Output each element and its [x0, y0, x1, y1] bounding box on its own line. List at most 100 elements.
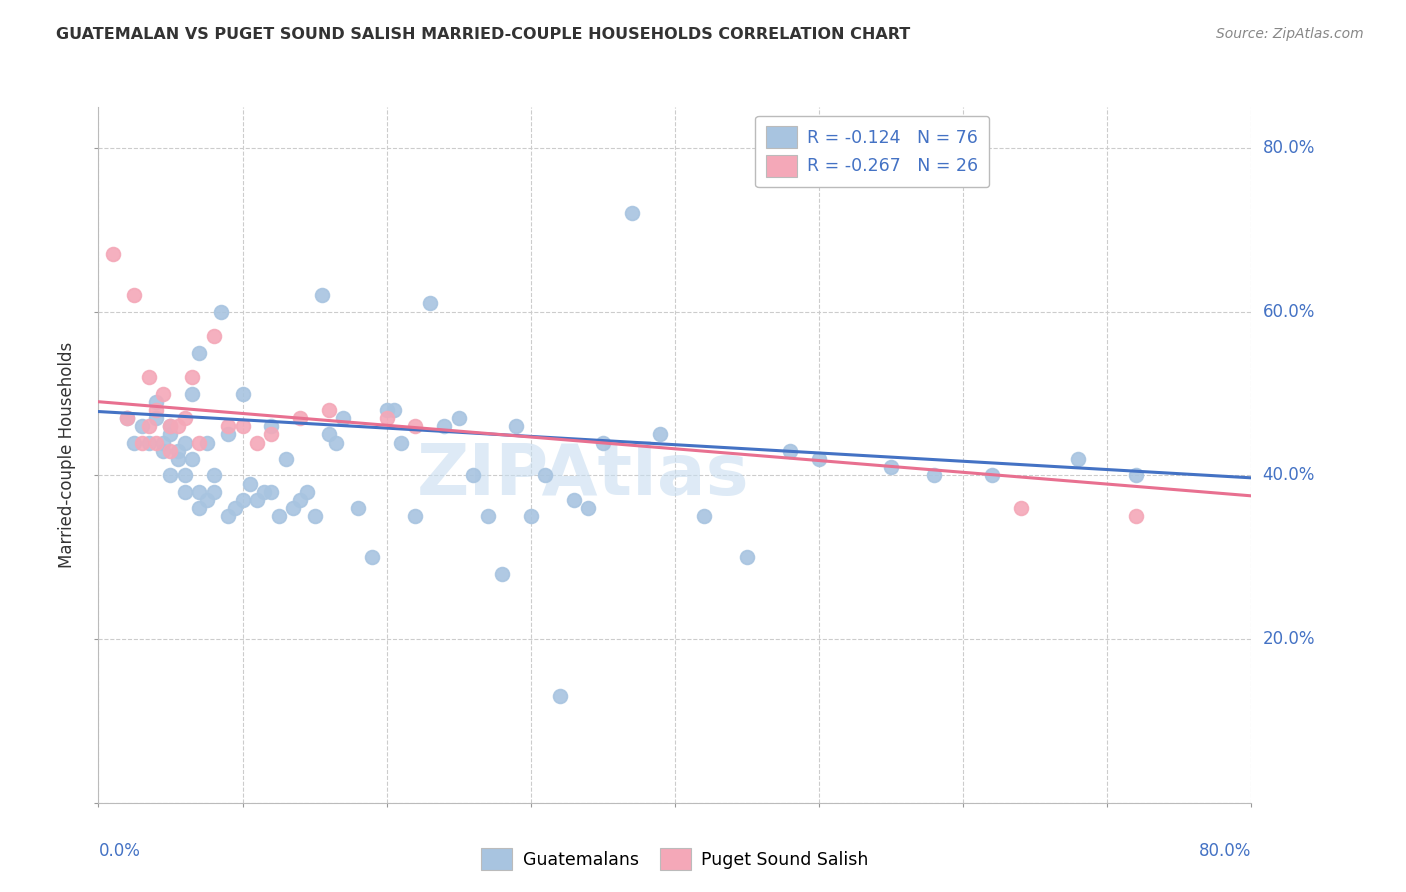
Point: [188, 484, 211, 499]
Point: [325, 435, 347, 450]
Point: [281, 501, 304, 516]
Point: [159, 443, 181, 458]
Point: [981, 468, 1004, 483]
Point: [166, 443, 188, 458]
Point: [318, 427, 340, 442]
Point: [1010, 501, 1032, 516]
Point: [375, 403, 398, 417]
Point: [131, 435, 153, 450]
Point: [405, 509, 427, 524]
Point: [174, 435, 197, 450]
Point: [290, 411, 312, 425]
Point: [138, 435, 160, 450]
Point: [202, 484, 225, 499]
Point: [562, 492, 585, 507]
Point: [447, 411, 470, 425]
Text: 80.0%: 80.0%: [1199, 842, 1251, 860]
Point: [217, 509, 239, 524]
Point: [461, 468, 484, 483]
Point: [159, 427, 181, 442]
Point: [1067, 452, 1090, 467]
Point: [152, 443, 174, 458]
Point: [332, 411, 354, 425]
Point: [260, 419, 283, 434]
Point: [389, 435, 412, 450]
Point: [520, 509, 543, 524]
Point: [202, 329, 225, 343]
Point: [159, 419, 181, 434]
Point: [505, 419, 527, 434]
Y-axis label: Married-couple Households: Married-couple Households: [58, 342, 76, 568]
Point: [382, 403, 405, 417]
Point: [246, 492, 269, 507]
Point: [145, 403, 167, 417]
Point: [304, 509, 326, 524]
Point: [152, 386, 174, 401]
Text: Source: ZipAtlas.com: Source: ZipAtlas.com: [1216, 27, 1364, 41]
Point: [246, 435, 269, 450]
Point: [693, 509, 716, 524]
Point: [318, 403, 340, 417]
Point: [145, 411, 167, 425]
Point: [650, 427, 672, 442]
Point: [779, 443, 801, 458]
Point: [578, 501, 600, 516]
Legend: Guatemalans, Puget Sound Salish: Guatemalans, Puget Sound Salish: [472, 839, 877, 879]
Point: [174, 484, 197, 499]
Point: [166, 419, 188, 434]
Text: ZIPAtlas: ZIPAtlas: [416, 442, 749, 510]
Point: [145, 394, 167, 409]
Point: [152, 435, 174, 450]
Point: [174, 411, 197, 425]
Point: [922, 468, 945, 483]
Point: [117, 411, 138, 425]
Point: [807, 452, 830, 467]
Point: [217, 419, 239, 434]
Point: [267, 509, 290, 524]
Point: [405, 419, 427, 434]
Point: [188, 345, 211, 359]
Legend: R = -0.124   N = 76, R = -0.267   N = 26: R = -0.124 N = 76, R = -0.267 N = 26: [755, 116, 988, 187]
Point: [419, 296, 441, 310]
Point: [117, 411, 138, 425]
Point: [181, 452, 204, 467]
Point: [159, 468, 181, 483]
Point: [202, 468, 225, 483]
Text: 60.0%: 60.0%: [1263, 302, 1315, 321]
Point: [188, 435, 211, 450]
Point: [231, 386, 254, 401]
Point: [217, 427, 239, 442]
Point: [124, 288, 146, 302]
Point: [209, 304, 232, 318]
Point: [290, 492, 312, 507]
Point: [346, 501, 368, 516]
Text: 40.0%: 40.0%: [1263, 467, 1315, 484]
Point: [1125, 468, 1147, 483]
Point: [231, 419, 254, 434]
Point: [239, 476, 262, 491]
Point: [195, 435, 218, 450]
Point: [735, 550, 758, 565]
Point: [224, 501, 246, 516]
Point: [433, 419, 456, 434]
Point: [181, 370, 204, 384]
Text: 0.0%: 0.0%: [98, 842, 141, 860]
Point: [231, 492, 254, 507]
Text: 20.0%: 20.0%: [1263, 630, 1315, 648]
Point: [375, 411, 398, 425]
Text: 80.0%: 80.0%: [1263, 139, 1315, 157]
Point: [260, 484, 283, 499]
Point: [491, 566, 513, 581]
Point: [274, 452, 297, 467]
Point: [195, 492, 218, 507]
Point: [880, 460, 903, 475]
Point: [592, 435, 614, 450]
Point: [124, 435, 146, 450]
Point: [166, 452, 188, 467]
Point: [1125, 509, 1147, 524]
Point: [361, 550, 384, 565]
Point: [260, 427, 283, 442]
Point: [477, 509, 499, 524]
Point: [138, 370, 160, 384]
Point: [138, 419, 160, 434]
